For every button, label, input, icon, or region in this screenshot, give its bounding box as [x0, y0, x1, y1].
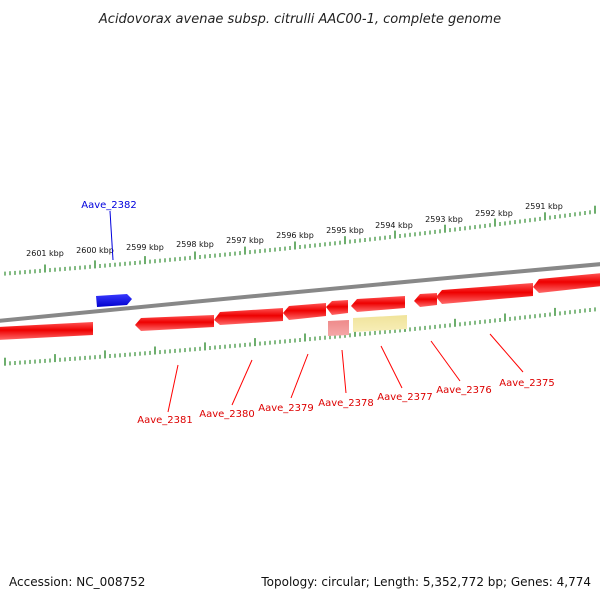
scale-label-2600: 2600 kbp [76, 246, 114, 255]
gene-leader-line [109, 210, 114, 261]
accession-text: Accession: NC_008752 [9, 575, 145, 589]
scale-label-2591: 2591 kbp [525, 202, 563, 211]
scale-label-2598: 2598 kbp [176, 240, 214, 249]
gene-leader-line [380, 345, 403, 389]
genome-summary-text: Topology: circular; Length: 5,352,772 bp… [260, 575, 591, 589]
map-title: Acidovorax avenae subsp. citrulli AAC00-… [98, 12, 501, 27]
gene-arrow-pseudo [328, 320, 349, 336]
gene-arrow [283, 303, 326, 320]
scale-label-2597: 2597 kbp [226, 236, 264, 245]
gene-label: Aave_2379 [258, 403, 314, 414]
gene-aave-2380[interactable]: Aave_2380 [135, 308, 283, 420]
scale-label-2601: 2601 kbp [26, 249, 64, 258]
scale-label-2592: 2592 kbp [475, 209, 513, 218]
gene-arrow-pseudo [353, 315, 407, 332]
scale-labels: 2601 kbp 2600 kbp 2599 kbp 2598 kbp 2597… [26, 202, 563, 258]
scale-label-2595: 2595 kbp [326, 226, 364, 235]
scale-label-2596: 2596 kbp [276, 231, 314, 240]
scale-label-2594: 2594 kbp [375, 221, 413, 230]
gene-leader-line [290, 353, 309, 399]
gene-label: Aave_2381 [137, 415, 193, 426]
gene-arrow [533, 273, 600, 293]
gene-leader-line [231, 359, 253, 406]
gene-aave-2381[interactable]: Aave_2381 [0, 322, 193, 426]
gene-aave-2377[interactable]: Aave_2377 [351, 296, 433, 403]
gene-aave-2382[interactable]: Aave_2382 [81, 200, 137, 307]
gene-arrow [214, 308, 283, 325]
gene-arrow [96, 294, 132, 307]
gene-label: Aave_2378 [318, 398, 374, 409]
gene-leader-line [341, 349, 347, 394]
gene-label: Aave_2377 [377, 392, 433, 403]
gene-aave-2376[interactable]: Aave_2376 [414, 283, 533, 396]
lower-scale-ticks [4, 307, 596, 366]
gene-aave-2379[interactable]: Aave_2379 [258, 303, 326, 414]
gene-aave-2378[interactable]: Aave_2378 [318, 300, 374, 409]
scale-label-2593: 2593 kbp [425, 215, 463, 224]
gene-label: Aave_2375 [499, 378, 555, 389]
genome-backbone [0, 262, 600, 323]
gene-arrow [351, 296, 405, 312]
gene-arrow [326, 300, 348, 315]
gene-arrow [135, 315, 214, 331]
gene-leader-line [167, 364, 179, 413]
gene-aave-2375[interactable]: Aave_2375 [489, 273, 600, 389]
upper-scale-ticks [4, 205, 596, 276]
gene-arrow [0, 322, 93, 340]
gene-label: Aave_2380 [199, 409, 255, 420]
gene-label: Aave_2382 [81, 200, 137, 211]
gene-leader-line [489, 333, 524, 373]
gene-arrow [414, 293, 437, 307]
gene-leader-line [430, 340, 461, 382]
gene-label: Aave_2376 [436, 385, 492, 396]
gene-arrow [436, 283, 533, 304]
scale-label-2599: 2599 kbp [126, 243, 164, 252]
